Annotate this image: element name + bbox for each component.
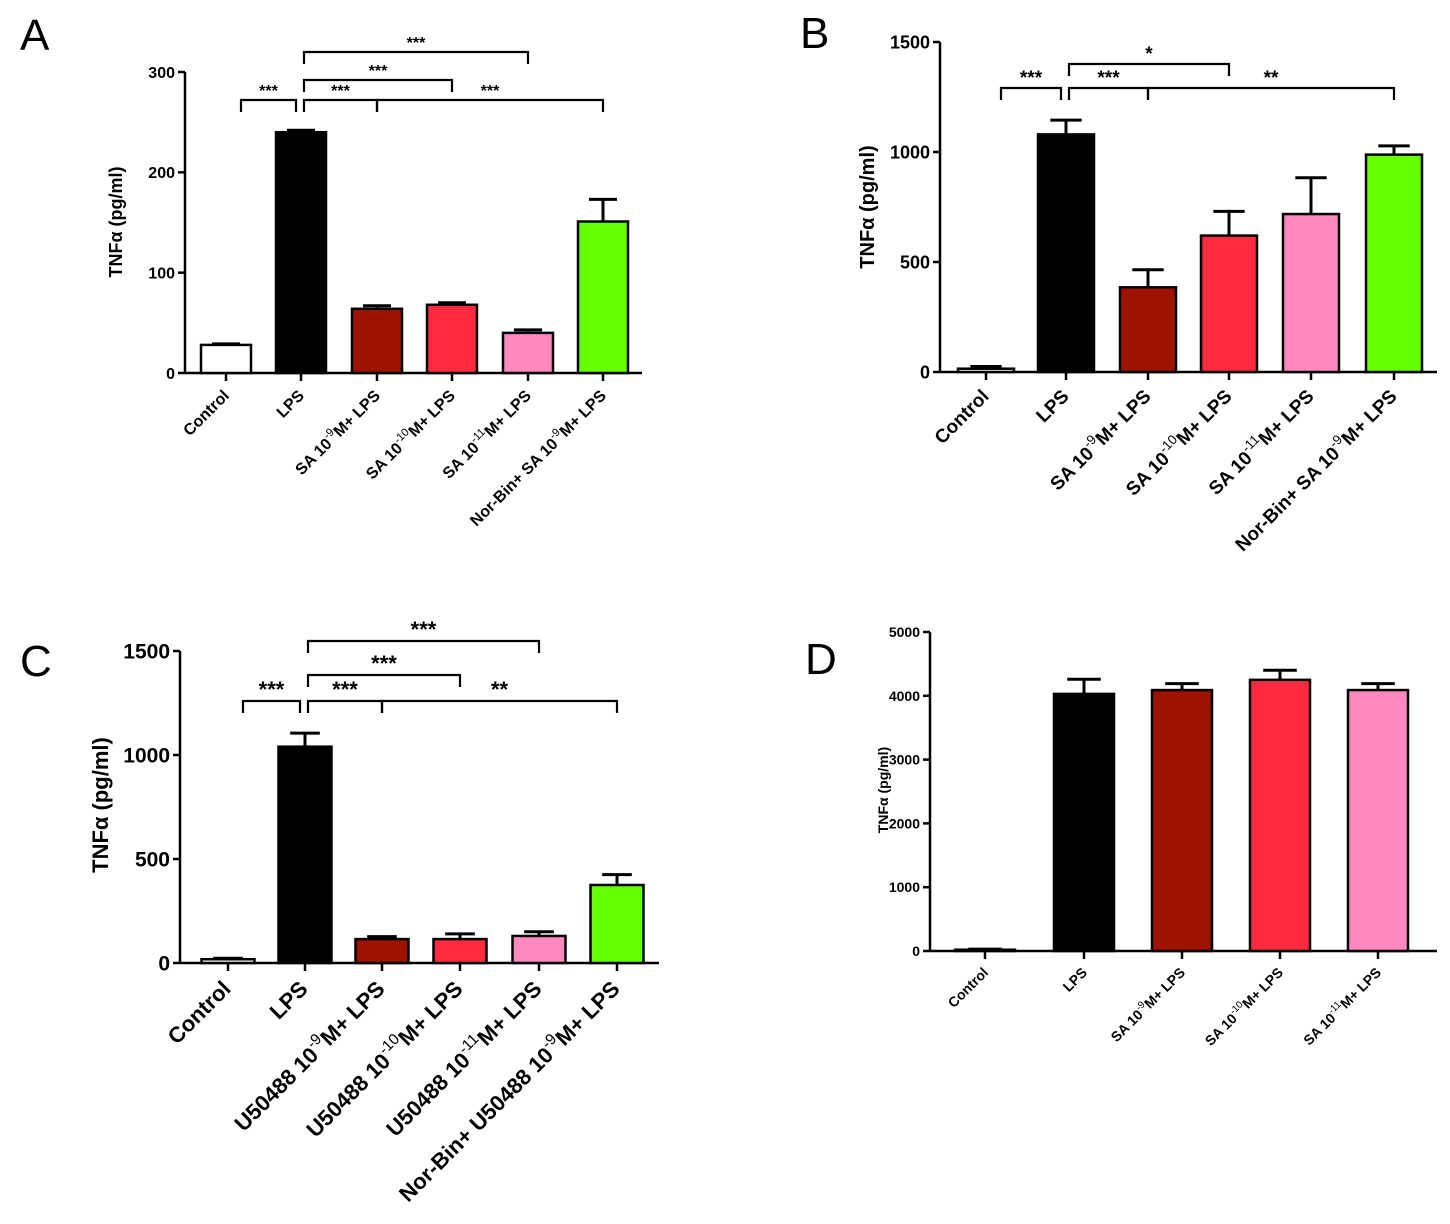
y-tick-label: 1500 bbox=[890, 32, 930, 52]
bar bbox=[425, 303, 479, 375]
panel-letter: A bbox=[20, 11, 50, 60]
significance-stars: * bbox=[1145, 44, 1153, 65]
significance-bracket bbox=[999, 86, 1063, 100]
y-tick-label: 200 bbox=[148, 165, 175, 182]
y-tick-label: 1500 bbox=[123, 641, 170, 664]
significance-stars: *** bbox=[259, 83, 278, 100]
significance-bracket bbox=[1067, 86, 1150, 100]
bar bbox=[200, 958, 256, 965]
category-label: LPS bbox=[274, 387, 308, 421]
bar bbox=[432, 937, 488, 965]
bar bbox=[1150, 688, 1214, 953]
significance-stars: *** bbox=[407, 35, 426, 52]
y-tick-label: 0 bbox=[912, 943, 920, 959]
significance-stars: ** bbox=[491, 677, 509, 702]
y-tick-label: 3000 bbox=[889, 752, 920, 768]
significance-bracket bbox=[306, 673, 462, 687]
significance-stars: *** bbox=[369, 63, 388, 80]
bar bbox=[277, 745, 333, 965]
bar bbox=[354, 937, 410, 965]
significance-bracket bbox=[1146, 86, 1396, 100]
significance-bracket bbox=[239, 98, 298, 112]
bar bbox=[953, 948, 1017, 953]
significance-stars: *** bbox=[1097, 68, 1120, 89]
significance-bracket bbox=[1067, 62, 1231, 76]
bar bbox=[1118, 286, 1178, 374]
significance-bracket bbox=[302, 50, 530, 64]
significance-bracket bbox=[302, 98, 379, 112]
category-label: SA 10-9M+ LPS bbox=[1107, 963, 1189, 1045]
bar bbox=[1281, 212, 1341, 374]
significance-stars: *** bbox=[331, 83, 350, 100]
y-tick-label: 500 bbox=[135, 849, 170, 872]
bar bbox=[199, 343, 253, 375]
category-label: LPS bbox=[1033, 386, 1074, 427]
panel-letter: B bbox=[800, 9, 829, 58]
bar bbox=[274, 130, 328, 375]
category-label: U50488 10-11M+ LPS bbox=[379, 974, 546, 1141]
significance-bracket bbox=[241, 699, 302, 713]
significance-bracket bbox=[306, 699, 384, 713]
bar bbox=[1346, 688, 1410, 953]
y-tick-label: 0 bbox=[158, 953, 170, 976]
y-axis-label: TNFα (pg/ml) bbox=[857, 145, 879, 268]
y-tick-label: 4000 bbox=[889, 688, 920, 704]
y-tick-label: 1000 bbox=[890, 142, 930, 162]
y-tick-label: 2000 bbox=[889, 815, 920, 831]
bar bbox=[1248, 678, 1312, 953]
category-label: Nor-Bin+ SA 10-9M+ LPS bbox=[1229, 383, 1402, 556]
bar bbox=[956, 367, 1016, 374]
category-label: Control bbox=[163, 976, 236, 1049]
significance-stars: *** bbox=[1020, 68, 1043, 89]
panel-letter: C bbox=[20, 637, 52, 686]
category-label: Control bbox=[945, 964, 992, 1011]
significance-bracket bbox=[375, 98, 605, 112]
y-tick-label: 0 bbox=[920, 362, 930, 382]
category-label: Control bbox=[931, 386, 994, 449]
significance-stars: *** bbox=[411, 617, 437, 642]
y-tick-label: 0 bbox=[166, 366, 175, 383]
significance-bracket bbox=[380, 699, 619, 713]
significance-stars: *** bbox=[259, 677, 285, 702]
y-axis-label: TNFα (pg/ml) bbox=[875, 747, 891, 833]
bar bbox=[1036, 133, 1096, 374]
significance-stars: *** bbox=[481, 83, 500, 100]
y-tick-label: 1000 bbox=[889, 879, 920, 895]
bar bbox=[511, 934, 567, 965]
category-label: LPS bbox=[1060, 964, 1091, 995]
y-axis-label: TNFα (pg/ml) bbox=[88, 737, 113, 873]
bar bbox=[350, 307, 404, 375]
bar bbox=[1199, 234, 1259, 374]
category-label: U50488 10-9M+ LPS bbox=[227, 974, 389, 1136]
bar bbox=[1052, 692, 1116, 953]
y-tick-label: 300 bbox=[148, 65, 175, 82]
bar bbox=[589, 883, 645, 965]
panel-d: D 0 1000 2000 3000 4000 5000 TNFα (pg/ml) Contro… bbox=[805, 624, 1437, 1049]
significance-stars: *** bbox=[371, 651, 397, 676]
significance-bracket bbox=[306, 639, 541, 653]
y-tick-label: 1000 bbox=[123, 745, 170, 768]
panel-letter: D bbox=[805, 635, 837, 684]
significance-bracket bbox=[302, 78, 454, 92]
bar bbox=[1364, 153, 1424, 374]
bar bbox=[576, 220, 630, 375]
y-tick-label: 100 bbox=[148, 265, 175, 282]
category-label: SA 10-10M+ LPS bbox=[1201, 963, 1286, 1048]
significance-stars: *** bbox=[332, 677, 358, 702]
y-tick-label: 5000 bbox=[889, 624, 920, 640]
y-axis-label: TNFα (pg/ml) bbox=[106, 166, 126, 277]
category-label: LPS bbox=[265, 976, 313, 1024]
bar bbox=[501, 331, 555, 375]
significance-stars: ** bbox=[1264, 68, 1279, 89]
y-tick-label: 500 bbox=[900, 252, 930, 272]
category-label: SA 10-11M+ LPS bbox=[1299, 963, 1384, 1048]
category-label: Control bbox=[181, 387, 233, 439]
category-label: Nor-Bin+ SA 10-9M+ LPS bbox=[465, 385, 610, 530]
